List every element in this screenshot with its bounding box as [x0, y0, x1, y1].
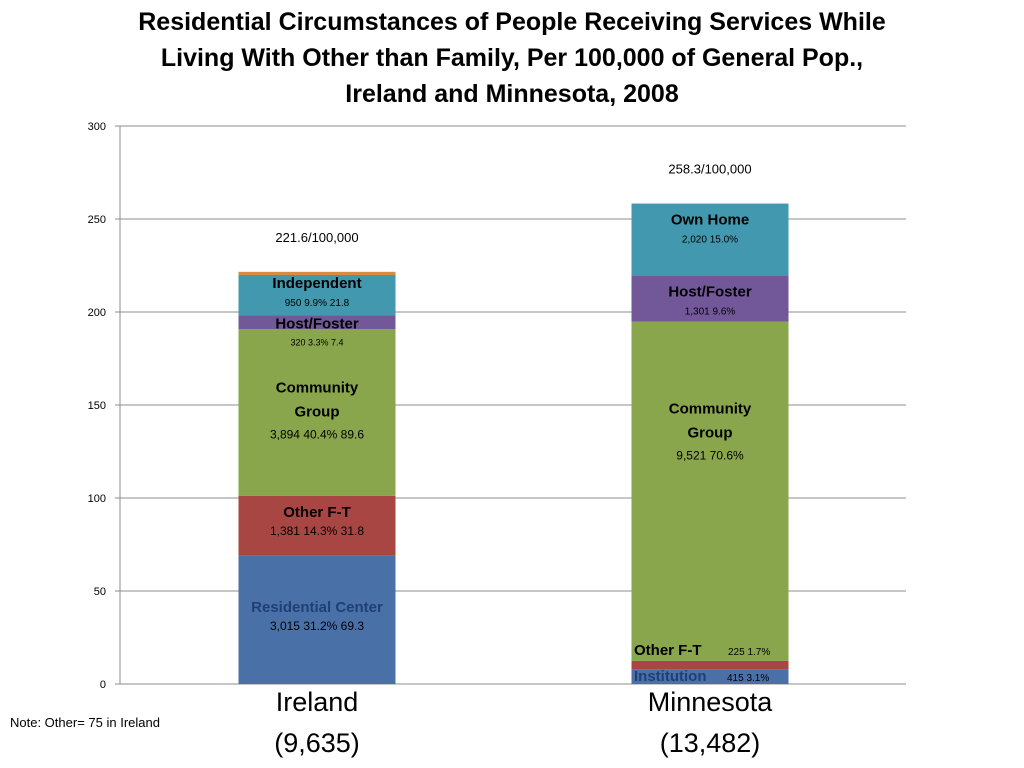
- segment-label-host_foster: Host/Foster: [668, 283, 752, 300]
- bar-total-label: 258.3/100,000: [668, 162, 751, 177]
- chart-title: Residential Circumstances of People Rece…: [0, 4, 1024, 112]
- segment-detail-host_foster: 320 3.3% 7.4: [290, 338, 343, 348]
- y-tick-label: 250: [88, 214, 106, 226]
- x-category-label: Ireland: [276, 687, 359, 717]
- y-tick-label: 300: [88, 121, 106, 133]
- segment-detail-other_ft: 1,381 14.3% 31.8: [270, 524, 364, 538]
- y-tick-label: 100: [88, 493, 106, 505]
- bar-segment-host_foster: [238, 315, 396, 330]
- segment-label-host_foster: Host/Foster: [275, 316, 359, 333]
- segment-detail-residential_center: 3,015 31.2% 69.3: [270, 619, 364, 633]
- bar-segment-other_ft: [238, 495, 396, 556]
- bar-segment-host_foster: [631, 275, 789, 322]
- segment-label-community_group: Community: [276, 379, 359, 396]
- bar-segment-community_group: [238, 329, 396, 496]
- segment-label-community_group: Community: [669, 401, 752, 418]
- segment-detail-institution: 415 3.1%: [727, 673, 769, 684]
- segment-label-other_ft: Other F-T: [634, 642, 702, 659]
- bar-segment-residential_center: [238, 555, 396, 684]
- bar-segment-own_home: [631, 203, 789, 276]
- x-category-sublabel: (9,635): [274, 728, 360, 758]
- bar-segment-other: [238, 271, 396, 275]
- y-tick-label: 0: [100, 679, 106, 691]
- segment-label-other_ft: Other F-T: [283, 504, 351, 521]
- segment-label-residential_center: Residential Center: [251, 599, 383, 616]
- segment-label-independent: Independent: [272, 275, 361, 292]
- y-tick-label: 150: [88, 400, 106, 412]
- chart-title-line: Ireland and Minnesota, 2008: [345, 80, 679, 108]
- segment-detail-community_group: 9,521 70.6%: [676, 449, 744, 463]
- segment-detail-host_foster: 1,301 9.6%: [685, 306, 736, 317]
- segment-detail-community_group: 3,894 40.4% 89.6: [270, 427, 364, 441]
- segment-label-community_group-line2: Group: [295, 403, 340, 420]
- x-category-label: Minnesota: [648, 687, 774, 717]
- chart-title-line: Residential Circumstances of People Rece…: [138, 8, 886, 36]
- y-tick-label: 200: [88, 307, 106, 319]
- bar-segment-other_ft: [631, 660, 789, 670]
- segment-label-community_group-line2: Group: [688, 425, 733, 442]
- chart-note: Note: Other= 75 in Ireland: [10, 715, 160, 730]
- segment-label-own_home: Own Home: [671, 212, 749, 229]
- chart-title-line: Living With Other than Family, Per 100,0…: [160, 44, 864, 72]
- x-category-sublabel: (13,482): [660, 728, 761, 758]
- segment-detail-own_home: 2,020 15.0%: [682, 235, 738, 246]
- segment-label-institution: Institution: [634, 668, 706, 685]
- bar-total-label: 221.6/100,000: [275, 230, 358, 245]
- bar-segment-independent: [238, 274, 396, 316]
- segment-detail-independent: 950 9.9% 21.8: [285, 298, 350, 309]
- bar-segment-institution: [631, 669, 789, 684]
- segment-detail-other_ft: 225 1.7%: [728, 647, 770, 658]
- bar-segment-community_group: [631, 321, 789, 661]
- y-tick-label: 50: [94, 586, 106, 598]
